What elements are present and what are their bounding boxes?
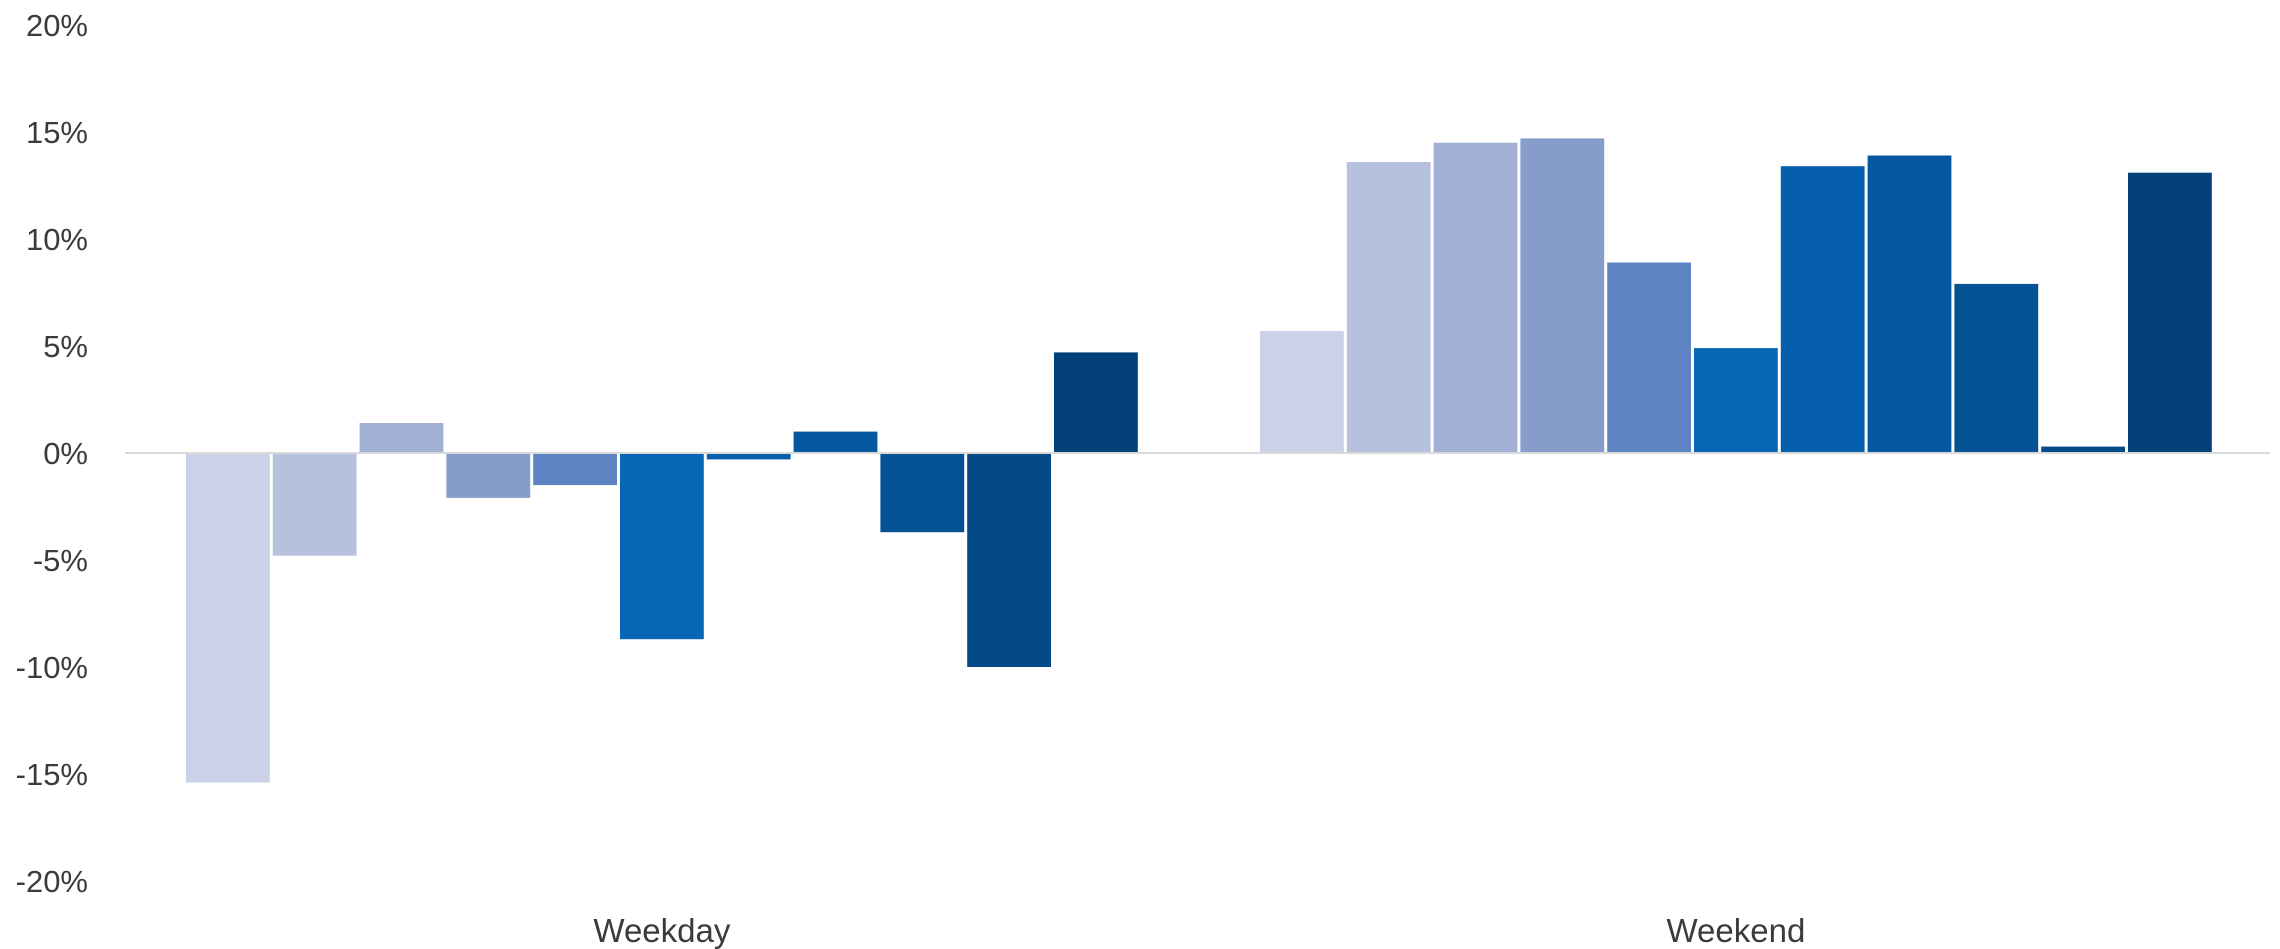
- bar-weekday-8: [793, 431, 878, 453]
- y-tick-label: -5%: [33, 543, 88, 578]
- bar-weekday-10: [967, 453, 1051, 667]
- bar-weekday-2: [272, 453, 357, 556]
- x-category-label-weekend: Weekend: [1666, 912, 1805, 949]
- bars-group: [186, 138, 2212, 783]
- bar-weekday-5: [533, 453, 617, 486]
- bar-weekend-11: [2128, 172, 2212, 453]
- bar-weekend-3: [1433, 142, 1518, 453]
- bar-weekend-1: [1260, 331, 1344, 453]
- bar-weekend-9: [1954, 283, 2039, 453]
- y-tick-label: -20%: [16, 864, 88, 899]
- bar-weekend-10: [2041, 446, 2125, 453]
- bar-weekday-3: [359, 423, 444, 453]
- bar-weekend-4: [1520, 138, 1605, 453]
- y-tick-label: -10%: [16, 650, 88, 685]
- y-tick-label: 0%: [43, 436, 88, 471]
- y-tick-label: 15%: [26, 115, 88, 150]
- bar-weekday-6: [620, 453, 704, 640]
- bar-weekend-8: [1867, 155, 1952, 453]
- x-axis-categories: Weekday Weekend: [593, 912, 1805, 949]
- bar-weekend-2: [1346, 162, 1431, 453]
- bar-weekend-7: [1780, 166, 1865, 453]
- bar-weekday-4: [446, 453, 531, 498]
- y-axis-ticks: 20% 15% 10% 5% 0% -5% -10% -15% -20%: [16, 8, 88, 899]
- bar-weekday-11: [1054, 352, 1138, 453]
- bar-weekend-6: [1694, 348, 1778, 453]
- bar-weekday-9: [880, 453, 965, 533]
- bar-weekday-7: [706, 453, 791, 460]
- y-tick-label: -15%: [16, 757, 88, 792]
- bar-weekday-1: [186, 453, 270, 783]
- y-tick-label: 20%: [26, 8, 88, 43]
- x-category-label-weekday: Weekday: [593, 912, 730, 949]
- y-tick-label: 10%: [26, 222, 88, 257]
- bar-weekend-5: [1607, 262, 1691, 453]
- y-tick-label: 5%: [43, 329, 88, 364]
